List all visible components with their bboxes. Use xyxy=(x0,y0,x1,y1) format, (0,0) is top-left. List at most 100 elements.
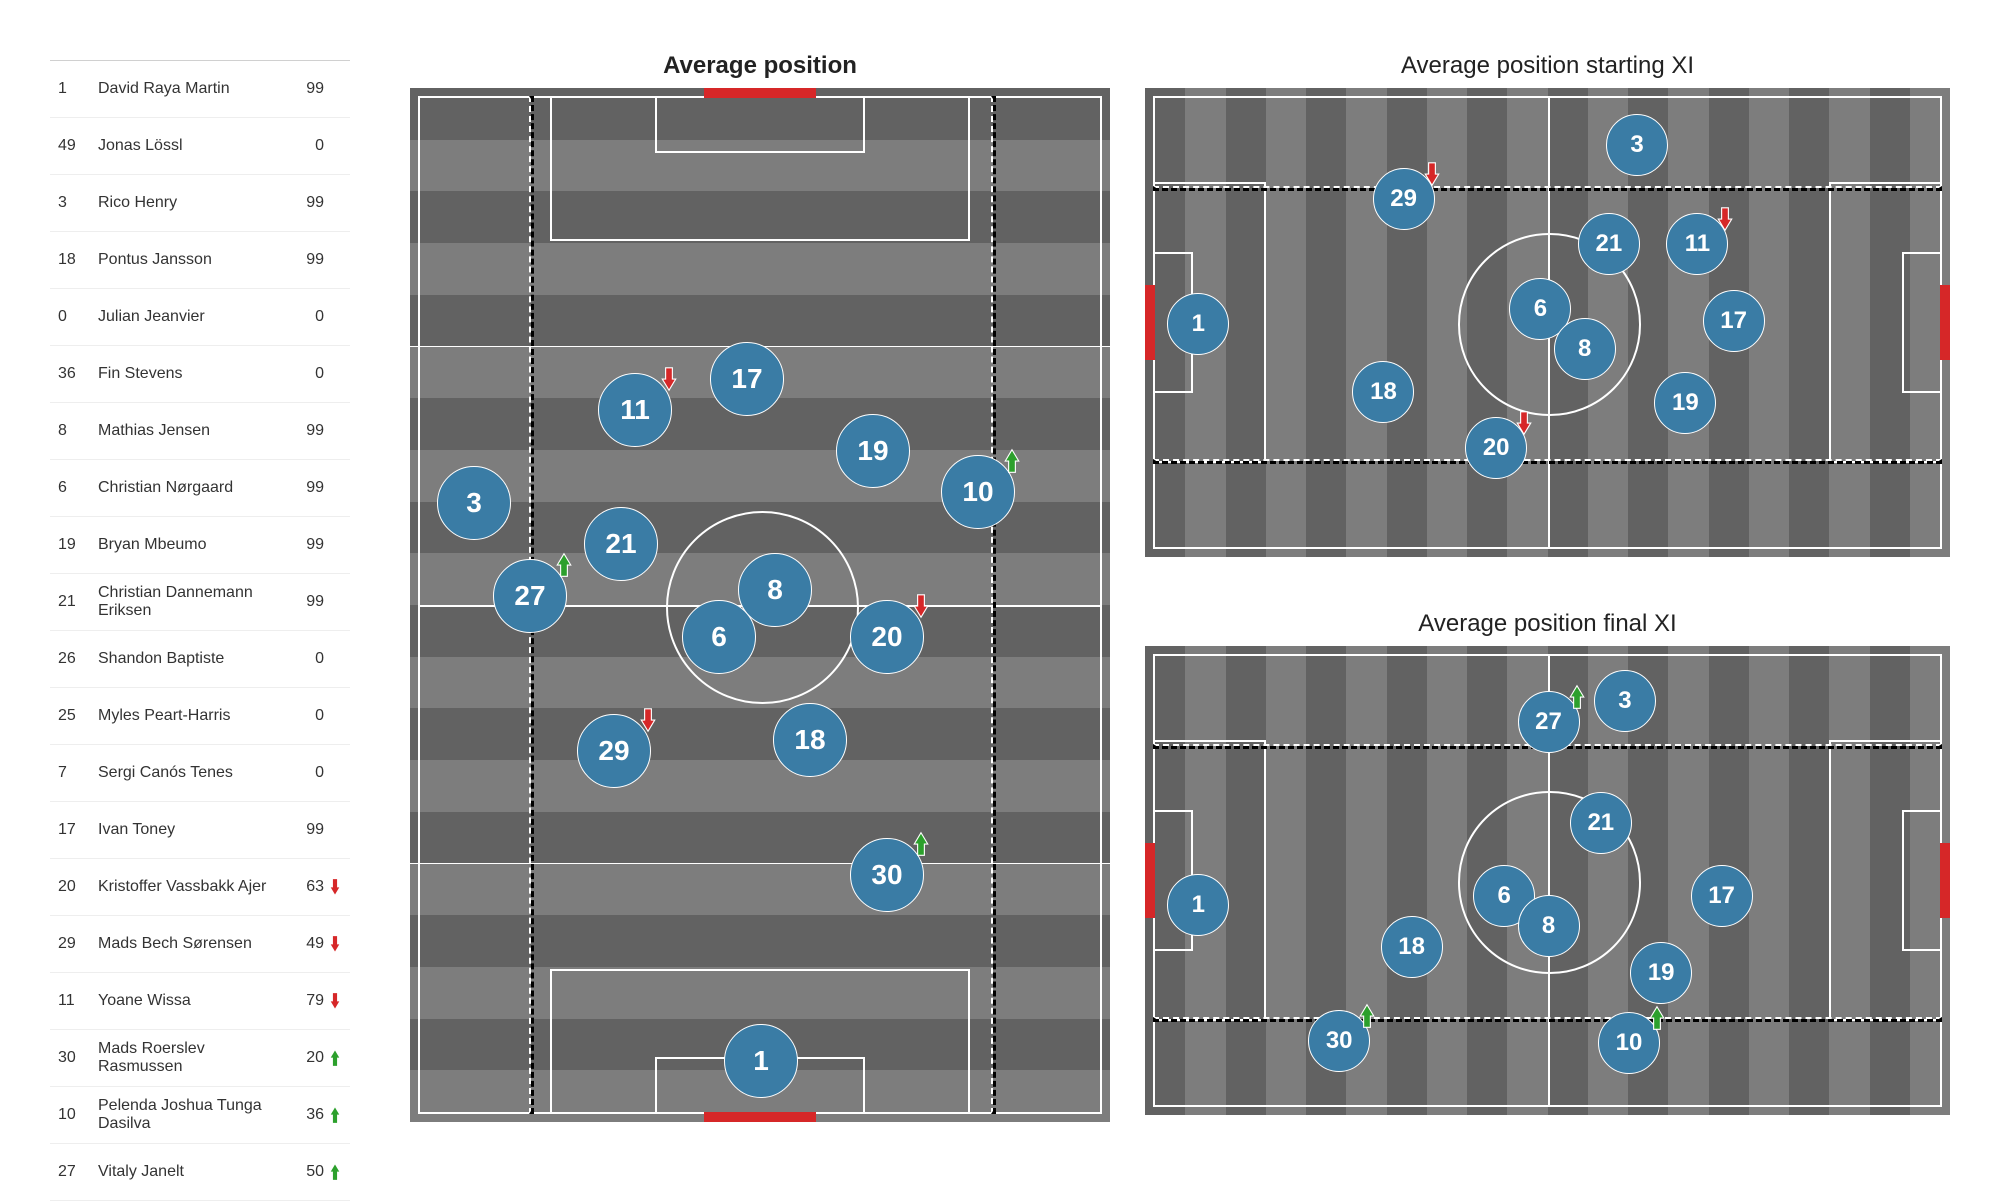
player-minutes: 99 xyxy=(284,536,328,554)
sub-arrow-icon xyxy=(328,877,350,897)
player-number: 6 xyxy=(50,479,98,497)
player-name: Yoane Wissa xyxy=(98,992,284,1010)
player-marker: 8 xyxy=(1554,318,1616,380)
player-marker: 21 xyxy=(1570,792,1632,854)
starting-xi-pitch: Average position starting XI11829 20 682… xyxy=(1145,52,1950,557)
player-number: 49 xyxy=(50,137,98,155)
player-minutes: 63 xyxy=(284,878,328,896)
player-minutes: 0 xyxy=(284,308,328,326)
player-minutes: 49 xyxy=(284,935,328,953)
table-row: 25Myles Peart-Harris0 xyxy=(50,688,350,745)
average-position-pitch: Average position130 29 1827 6820 21310 1… xyxy=(410,52,1110,1122)
player-number: 7 xyxy=(50,764,98,782)
player-name: Mads Bech Sørensen xyxy=(98,935,284,953)
table-row: 27Vitaly Janelt50 xyxy=(50,1144,350,1201)
table-row: 49Jonas Lössl0 xyxy=(50,118,350,175)
player-table: 1David Raya Martin9949Jonas Lössl03Rico … xyxy=(50,60,350,1201)
player-marker: 21 xyxy=(1578,213,1640,275)
player-name: Ivan Toney xyxy=(98,821,284,839)
sub-on-arrow-icon xyxy=(1358,1002,1374,1026)
player-number: 3 xyxy=(50,194,98,212)
player-marker: 19 xyxy=(836,414,910,488)
player-minutes: 0 xyxy=(284,365,328,383)
player-name: Fin Stevens xyxy=(98,365,284,383)
player-name: Rico Henry xyxy=(98,194,284,212)
player-name: Pelenda Joshua Tunga Dasilva xyxy=(98,1097,284,1132)
player-number: 26 xyxy=(50,650,98,668)
player-number: 19 xyxy=(50,536,98,554)
sub-on-arrow-icon xyxy=(1003,447,1019,471)
player-minutes: 99 xyxy=(284,422,328,440)
player-number: 27 xyxy=(50,1163,98,1181)
pitch-title: Average position starting XI xyxy=(1145,52,1950,80)
table-row: 10Pelenda Joshua Tunga Dasilva36 xyxy=(50,1087,350,1144)
player-marker: 18 xyxy=(1352,361,1414,423)
player-marker: 18 xyxy=(773,703,847,777)
table-row: 6Christian Nørgaard99 xyxy=(50,460,350,517)
sub-on-arrow-icon xyxy=(555,551,571,575)
player-name: Julian Jeanvier xyxy=(98,308,284,326)
player-number: 25 xyxy=(50,707,98,725)
sub-arrow-icon xyxy=(328,1048,350,1068)
pitch: 11829 20 682131911 17 xyxy=(1145,88,1950,557)
player-minutes: 0 xyxy=(284,650,328,668)
player-marker: 1 xyxy=(724,1024,798,1098)
table-row: 7Sergi Canós Tenes0 xyxy=(50,745,350,802)
sub-on-arrow-icon xyxy=(1568,683,1584,707)
player-minutes: 20 xyxy=(284,1049,328,1067)
player-marker: 17 xyxy=(710,342,784,416)
player-minutes: 0 xyxy=(284,707,328,725)
sub-arrow-icon xyxy=(328,991,350,1011)
player-marker: 3 xyxy=(437,466,511,540)
player-name: Bryan Mbeumo xyxy=(98,536,284,554)
table-row: 26Shandon Baptiste0 xyxy=(50,631,350,688)
player-marker: 8 xyxy=(738,553,812,627)
table-row: 18Pontus Jansson99 xyxy=(50,232,350,289)
player-name: Myles Peart-Harris xyxy=(98,707,284,725)
sub-on-arrow-icon xyxy=(912,830,928,854)
sub-off-arrow-icon xyxy=(1716,205,1732,229)
pitch-title: Average position final XI xyxy=(1145,610,1950,638)
player-marker: 17 xyxy=(1691,865,1753,927)
player-minutes: 99 xyxy=(284,821,328,839)
player-number: 20 xyxy=(50,878,98,896)
player-minutes: 99 xyxy=(284,80,328,98)
sub-arrow-icon xyxy=(328,1105,350,1125)
sub-off-arrow-icon xyxy=(639,706,655,730)
sub-off-arrow-icon xyxy=(660,365,676,389)
player-marker: 18 xyxy=(1381,916,1443,978)
player-number: 21 xyxy=(50,593,98,611)
table-row: 36Fin Stevens0 xyxy=(50,346,350,403)
player-minutes: 99 xyxy=(284,251,328,269)
player-minutes: 99 xyxy=(284,479,328,497)
table-row: 0Julian Jeanvier0 xyxy=(50,289,350,346)
player-number: 18 xyxy=(50,251,98,269)
player-marker: 19 xyxy=(1630,942,1692,1004)
player-name: Christian Dannemann Eriksen xyxy=(98,584,284,619)
pitch: 130 29 1827 6820 21310 1911 17 xyxy=(410,88,1110,1122)
table-row: 30Mads Roerslev Rasmussen20 xyxy=(50,1030,350,1087)
sub-arrow-icon xyxy=(328,1162,350,1182)
table-row: 8Mathias Jensen99 xyxy=(50,403,350,460)
player-minutes: 0 xyxy=(284,137,328,155)
player-number: 17 xyxy=(50,821,98,839)
sub-off-arrow-icon xyxy=(1515,409,1531,433)
player-minutes: 0 xyxy=(284,764,328,782)
player-name: Mathias Jensen xyxy=(98,422,284,440)
sub-on-arrow-icon xyxy=(1648,1004,1664,1028)
player-number: 10 xyxy=(50,1106,98,1124)
player-marker: 3 xyxy=(1606,114,1668,176)
player-marker: 1 xyxy=(1167,293,1229,355)
player-name: Jonas Lössl xyxy=(98,137,284,155)
table-row: 3Rico Henry99 xyxy=(50,175,350,232)
player-number: 1 xyxy=(50,80,98,98)
player-number: 8 xyxy=(50,422,98,440)
player-marker: 21 xyxy=(584,507,658,581)
player-minutes: 99 xyxy=(284,593,328,611)
player-name: Christian Nørgaard xyxy=(98,479,284,497)
player-number: 30 xyxy=(50,1049,98,1067)
table-row: 17Ivan Toney99 xyxy=(50,802,350,859)
player-name: Sergi Canós Tenes xyxy=(98,764,284,782)
player-name: David Raya Martin xyxy=(98,80,284,98)
player-minutes: 99 xyxy=(284,194,328,212)
